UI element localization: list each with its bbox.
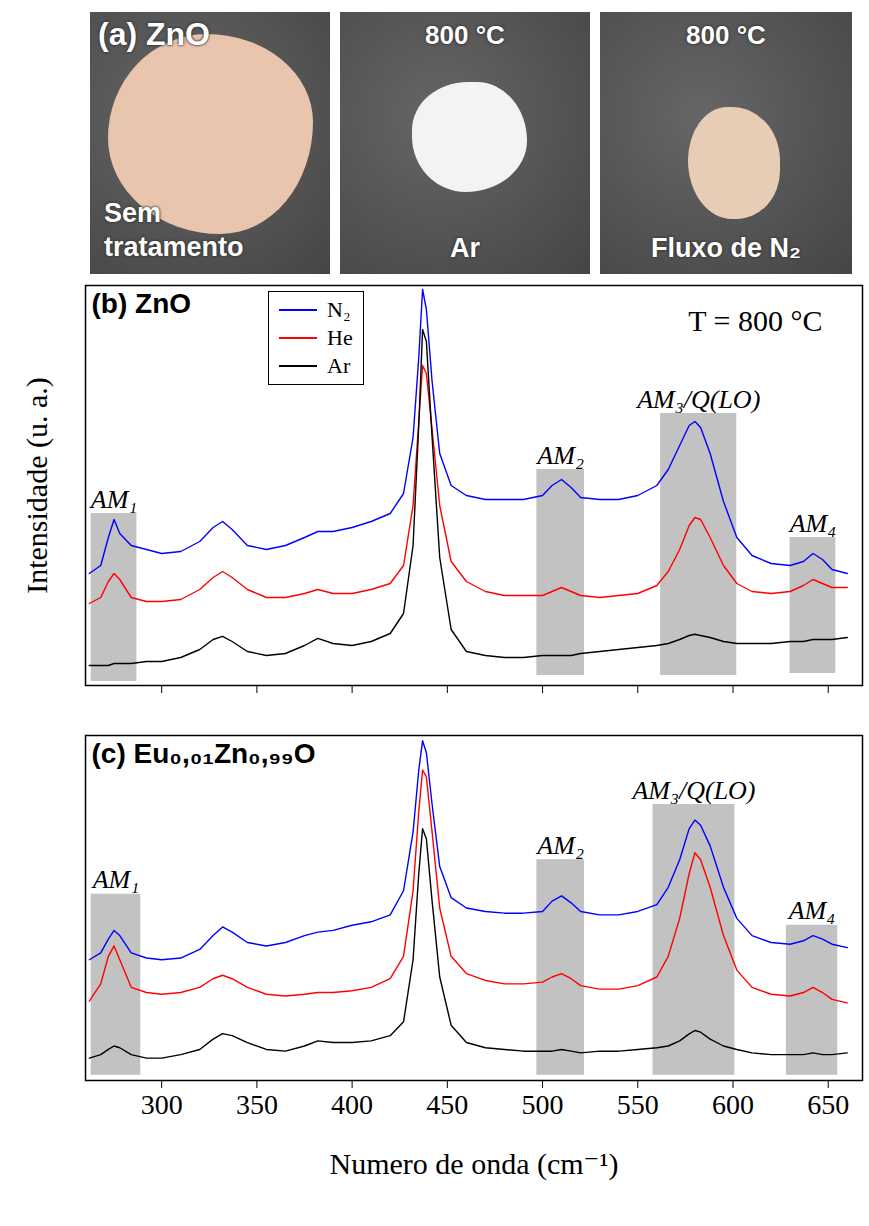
- svg-text:AM₂: AM₂: [535, 831, 584, 860]
- svg-text:300: 300: [141, 1089, 183, 1120]
- svg-text:400: 400: [331, 1089, 373, 1120]
- html-text:N₂: N₂: [327, 297, 351, 322]
- html-text:He: He: [327, 325, 353, 350]
- html-text:Ar: Ar: [450, 233, 480, 263]
- svg-text:450: 450: [426, 1089, 468, 1120]
- svg-text:AM₃/Q(LO): AM₃/Q(LO): [630, 776, 755, 805]
- svg-text:Numero de onda (cm⁻¹): Numero de onda (cm⁻¹): [330, 1147, 619, 1181]
- svg-text:AM₂: AM₂: [535, 441, 584, 470]
- svg-text:(c) Eu₀,₀₁Zn₀,₉₉O: (c) Eu₀,₀₁Zn₀,₉₉O: [92, 738, 316, 769]
- svg-text:350: 350: [236, 1089, 278, 1120]
- html-text:Fluxo de N₂: Fluxo de N₂: [651, 233, 801, 263]
- svg-text:(b) ZnO: (b) ZnO: [92, 288, 192, 319]
- html-text:800 °C: 800 °C: [425, 20, 505, 50]
- html-text:(a) ZnO: (a) ZnO: [98, 16, 210, 52]
- svg-text:AM₄: AM₄: [788, 509, 837, 538]
- html-text:Sem tratamento: Sem tratamento: [104, 198, 244, 262]
- svg-text:600: 600: [712, 1089, 754, 1120]
- svg-text:500: 500: [522, 1089, 564, 1120]
- svg-text:T = 800 °C: T = 800 °C: [688, 304, 822, 337]
- svg-text:AM₁: AM₁: [91, 865, 140, 894]
- svg-text:AM₁: AM₁: [89, 485, 138, 514]
- svg-text:550: 550: [617, 1089, 659, 1120]
- svg-text:Intensidade (u. a.): Intensidade (u. a.): [20, 377, 54, 594]
- html-text:800 °C: 800 °C: [686, 20, 766, 50]
- svg-text:650: 650: [807, 1089, 849, 1120]
- svg-text:AM₃/Q(LO): AM₃/Q(LO): [635, 385, 760, 414]
- svg-text:AM₄: AM₄: [787, 896, 836, 925]
- html-text:Ar: Ar: [327, 353, 351, 378]
